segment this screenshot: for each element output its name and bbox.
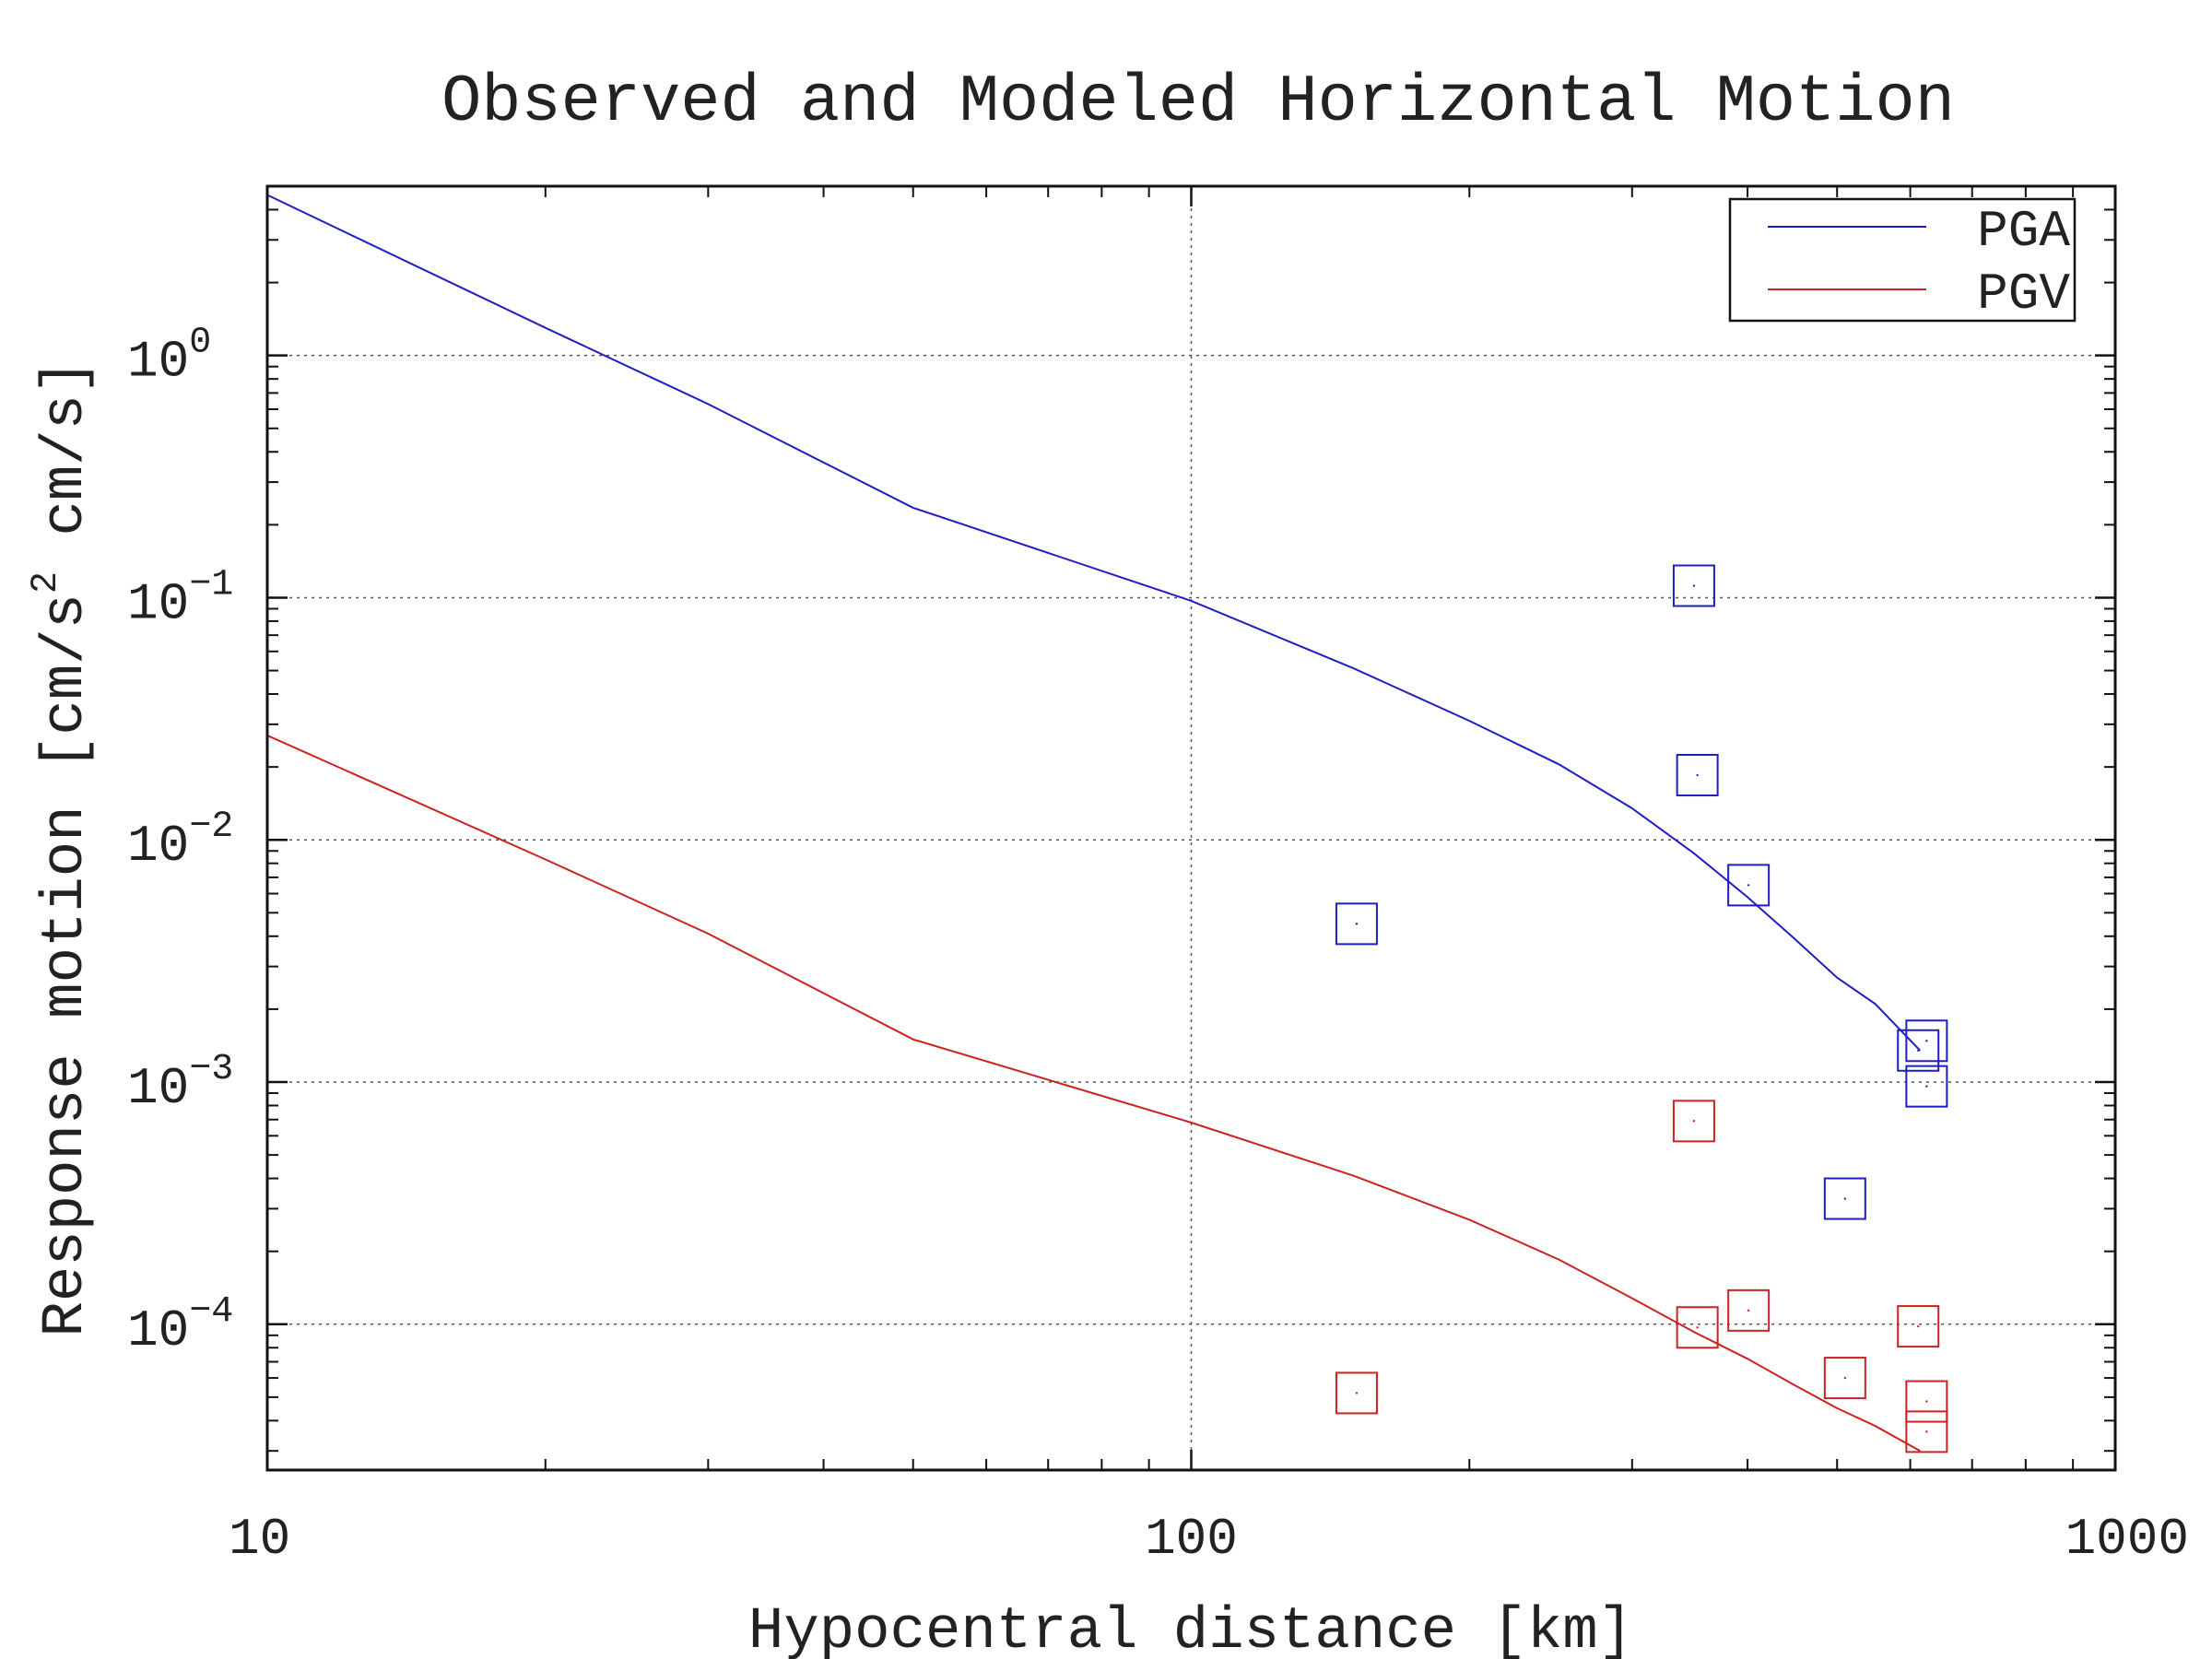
observed-marker-pga: [1897, 1029, 1940, 1072]
observed-marker-pgv: [1672, 1100, 1715, 1143]
observed-markers: [1335, 564, 1948, 1453]
y-axis-label-exponent: 2: [26, 571, 67, 594]
observed-marker-pgv: [1335, 1371, 1378, 1415]
y-tick-label: 10−3: [127, 1049, 233, 1118]
observed-point-pga: [1696, 773, 1699, 777]
observed-marker-pga: [1672, 564, 1715, 607]
observed-point-pgv: [1692, 1120, 1696, 1123]
x-tick-label: 100: [1145, 1510, 1238, 1569]
observed-marker-pgv: [1823, 1357, 1866, 1400]
y-tick-exponent: −2: [189, 806, 233, 848]
observed-marker-pga: [1676, 754, 1719, 797]
y-tick-exponent: −4: [189, 1291, 233, 1333]
observed-point-pga: [1917, 1049, 1920, 1052]
observed-point-pga: [1925, 1040, 1928, 1042]
observed-point-pgv: [1355, 1392, 1359, 1394]
observed-marker-pga: [1823, 1177, 1866, 1220]
observed-marker-pga: [1727, 864, 1771, 907]
series-lines: [266, 194, 1922, 1453]
observed-marker-pgv: [1905, 1410, 1948, 1453]
observed-marker-pgv: [1905, 1380, 1948, 1423]
y-tick-exponent: −1: [189, 564, 233, 606]
minor-ticks: [265, 186, 2117, 1470]
observed-marker-pga: [1905, 1065, 1948, 1108]
observed-point-pga: [1355, 923, 1359, 925]
x-axis-label: Hypocentral distance [km]: [748, 1599, 1633, 1659]
observed-marker-pgv: [1727, 1288, 1771, 1332]
observed-point-pga: [1843, 1197, 1847, 1200]
observed-marker-pgv: [1676, 1306, 1719, 1349]
observed-point-pgv: [1917, 1324, 1920, 1328]
y-tick-label: 10−4: [127, 1291, 233, 1360]
y-tick-base: 10: [127, 574, 189, 633]
observed-marker-pga: [1905, 1019, 1948, 1063]
y-tick-base: 10: [127, 1059, 189, 1118]
y-tick-exponent: −3: [189, 1049, 233, 1090]
legend-label-pga: PGA: [1977, 202, 2070, 261]
observed-marker-pgv: [1897, 1305, 1940, 1348]
y-tick-exponent: 0: [189, 323, 211, 364]
observed-point-pgv: [1925, 1430, 1928, 1433]
y-axis-label-rest: cm/s]: [33, 359, 100, 571]
legend: PGA PGV: [1728, 197, 2077, 324]
observed-point-pga: [1925, 1085, 1928, 1088]
observed-point-pgv: [1696, 1326, 1699, 1329]
y-axis-label-main: Response motion [cm/s: [33, 594, 100, 1337]
y-tick-label: 100: [127, 323, 211, 392]
grid: [267, 186, 2115, 1470]
legend-label-pgv: PGV: [1977, 265, 2070, 324]
series-line-pga: [266, 194, 1922, 1052]
observed-point-pgv: [1843, 1376, 1847, 1380]
legend-box: [1728, 197, 2077, 323]
observed-point-pgv: [1747, 1309, 1750, 1312]
y-tick-base: 10: [127, 817, 189, 876]
observed-point-pga: [1692, 584, 1696, 587]
y-tick-label: 10−1: [127, 564, 233, 633]
observed-marker-pga: [1335, 902, 1378, 946]
observed-point-pga: [1747, 884, 1750, 887]
y-tick-base: 10: [127, 333, 189, 392]
observed-point-pgv: [1925, 1400, 1928, 1403]
x-tick-labels: 10 100 1000: [229, 1510, 2189, 1569]
y-tick-label: 10−2: [127, 806, 233, 876]
series-line-pgv: [266, 734, 1921, 1453]
y-axis-label: Response motion [cm/s2 cm/s]: [26, 359, 100, 1337]
x-tick-label: 10: [229, 1510, 290, 1569]
chart-title: Observed and Modeled Horizontal Motion: [441, 65, 1955, 140]
y-tick-base: 10: [127, 1301, 189, 1360]
x-tick-label: 1000: [2065, 1510, 2189, 1569]
